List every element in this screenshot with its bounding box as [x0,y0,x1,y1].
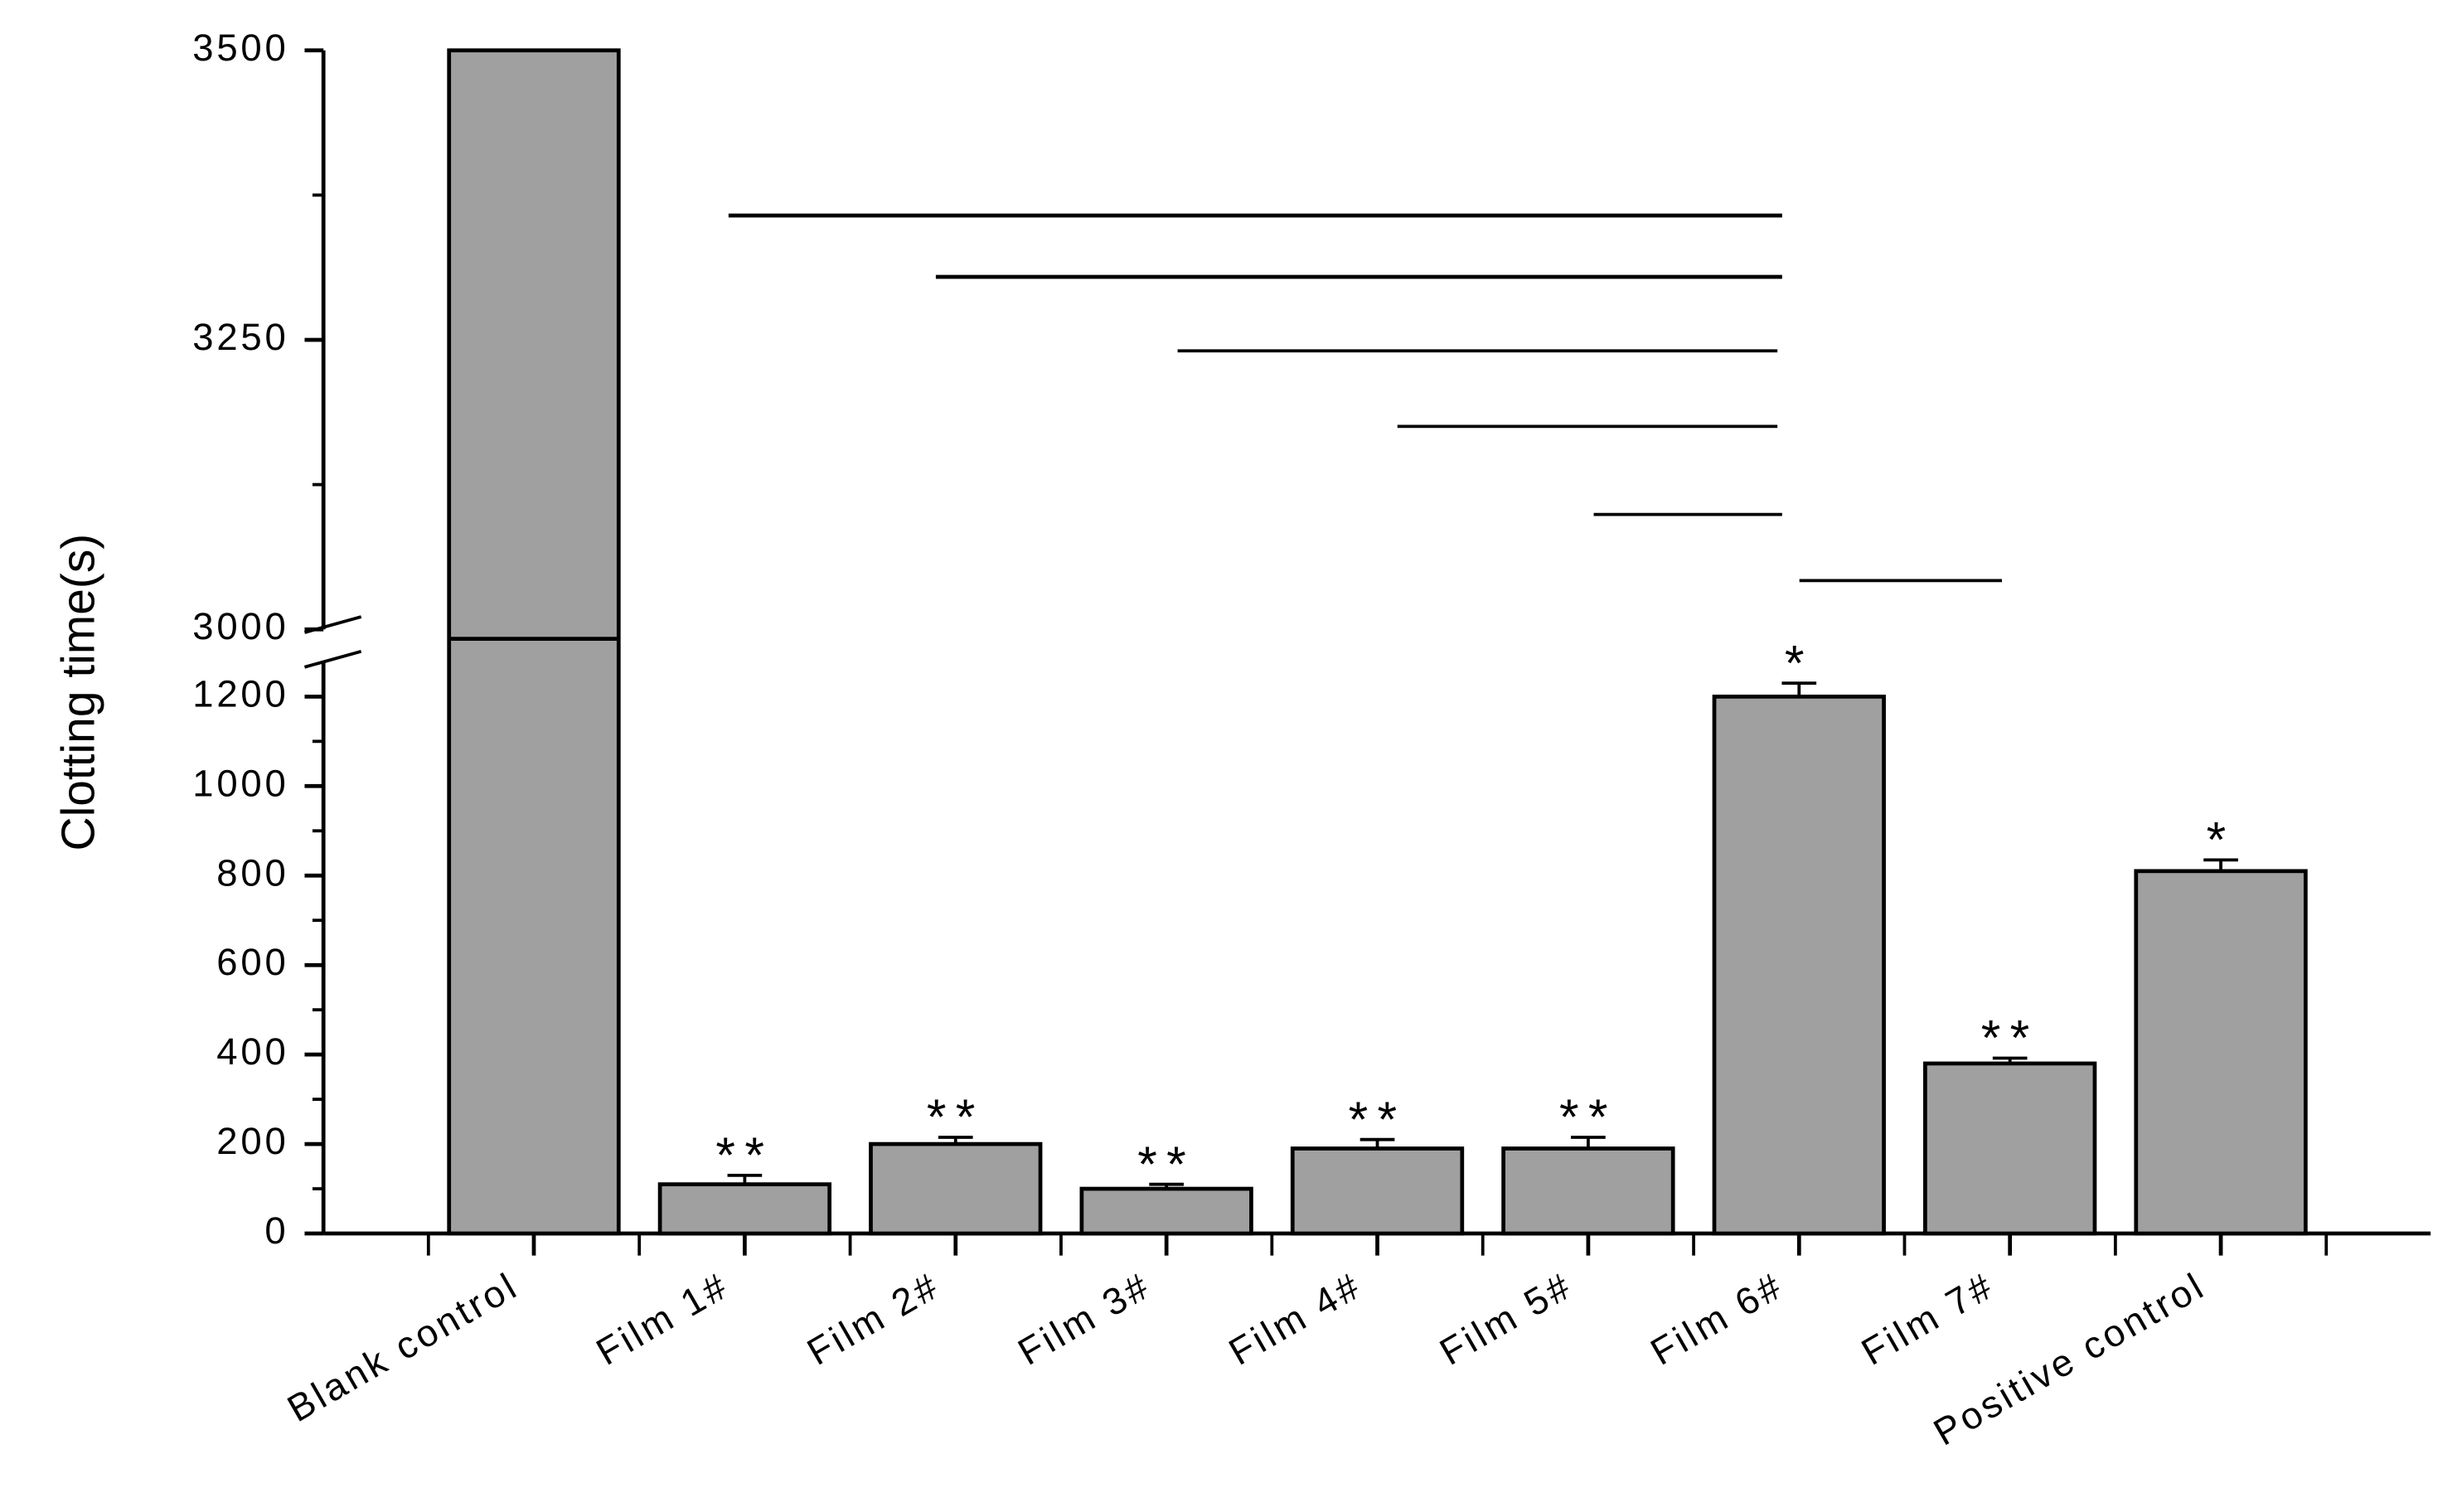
y-tick-label: 3250 [192,316,288,358]
y-tick-label: 0 [264,1209,288,1252]
bar [1923,1061,2097,1236]
significance-label: ** [1981,1010,2039,1066]
bar [869,1141,1043,1236]
x-tick-label: Film 6# [1644,1264,1791,1374]
bar [657,1182,832,1236]
bar [2134,869,2308,1236]
y-tick-label: 3000 [192,605,288,647]
significance-label: * [2207,812,2236,868]
significance-label: ** [1137,1136,1195,1192]
significance-lines [728,213,2003,583]
x-tick-label: Film 2# [800,1264,947,1374]
x-tick-label: Film 4# [1222,1264,1369,1374]
y-tick-label: 1200 [192,672,288,715]
y-tick-label: 800 [216,851,288,894]
x-tick-label: Film 5# [1432,1264,1579,1374]
bar [1712,694,1886,1236]
x-tick-label: Film 7# [1854,1264,2001,1374]
x-tick-label: Film 3# [1010,1264,1157,1374]
significance-label: * [1785,634,1814,691]
axis-break [303,649,362,669]
y-tick-label: 600 [216,941,288,983]
y-tick-label: 1000 [192,762,288,804]
x-tick-label: Film 1# [589,1264,736,1374]
significance-label: ** [927,1088,985,1145]
bar [1501,1146,1675,1236]
bar [1290,1146,1465,1236]
y-tick-label: 400 [216,1030,288,1073]
y-tick-label: 3500 [192,27,288,69]
significance-label: ** [1559,1088,1617,1145]
significance-label: ** [1349,1091,1407,1147]
y-tick-label: 200 [216,1120,288,1162]
bar [447,48,621,1236]
x-tick-label: Blank control [280,1264,526,1431]
bar [1079,1186,1253,1236]
y-axis-label: Clotting time(s) [53,534,105,851]
significance-label: ** [715,1127,773,1183]
